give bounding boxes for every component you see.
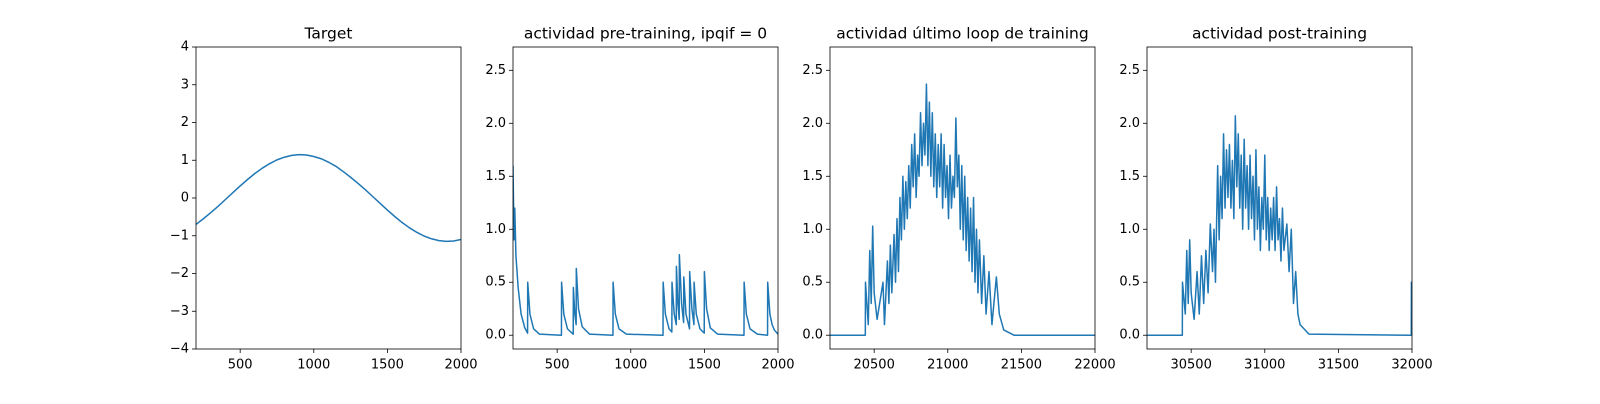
data-line xyxy=(1147,115,1412,336)
y-tick-label: 1.0 xyxy=(485,222,506,237)
y-tick-label: 4 xyxy=(181,40,189,55)
y-tick-label: 0.0 xyxy=(802,328,823,343)
x-tick-label: 21500 xyxy=(1001,358,1042,373)
y-tick-label: 0.0 xyxy=(485,328,506,343)
y-tick-label: 0.5 xyxy=(802,275,823,290)
chart-title: Target xyxy=(304,25,353,43)
x-tick-label: 2000 xyxy=(444,358,477,373)
axes-frame xyxy=(195,46,462,350)
x-tick-label: 1000 xyxy=(614,358,647,373)
axes-frame xyxy=(829,46,1096,350)
y-tick-label: 1.0 xyxy=(802,222,823,237)
x-tick-label: 31500 xyxy=(1318,358,1359,373)
x-tick-label: 20500 xyxy=(853,358,894,373)
x-tick-label: 1500 xyxy=(688,358,721,373)
data-line xyxy=(513,165,778,336)
chart-title: actividad post-training xyxy=(1192,25,1367,43)
x-tick-label: 2000 xyxy=(761,358,794,373)
y-tick-label: 0.5 xyxy=(1119,275,1140,290)
y-tick-label: 2.5 xyxy=(802,63,823,78)
y-tick-label: −2 xyxy=(170,266,189,281)
x-tick-label: 1500 xyxy=(371,358,404,373)
y-tick-label: 1.0 xyxy=(1119,222,1140,237)
y-tick-label: −1 xyxy=(170,228,189,243)
x-tick-label: 500 xyxy=(228,358,253,373)
x-tick-label: 21000 xyxy=(927,358,968,373)
y-tick-label: 2.0 xyxy=(802,116,823,131)
y-tick-label: 2.0 xyxy=(1119,116,1140,131)
y-tick-label: −3 xyxy=(170,304,189,319)
y-tick-label: 1.5 xyxy=(485,169,506,184)
x-tick-label: 22000 xyxy=(1074,358,1115,373)
chart-title: actividad pre-training, ipqif = 0 xyxy=(524,25,767,43)
x-tick-label: 30500 xyxy=(1170,358,1211,373)
y-tick-label: 0 xyxy=(181,191,189,206)
chart-title: actividad último loop de training xyxy=(836,25,1088,43)
x-tick-label: 32000 xyxy=(1391,358,1432,373)
x-tick-label: 31000 xyxy=(1244,358,1285,373)
x-tick-label: 1000 xyxy=(297,358,330,373)
y-tick-label: 0.5 xyxy=(485,275,506,290)
x-tick-label: 500 xyxy=(545,358,570,373)
y-tick-label: −4 xyxy=(170,342,189,357)
axes-frame xyxy=(1146,46,1413,350)
y-tick-label: 0.0 xyxy=(1119,328,1140,343)
y-tick-label: 1.5 xyxy=(1119,169,1140,184)
y-tick-label: 1.5 xyxy=(802,169,823,184)
data-line xyxy=(830,83,1095,336)
data-line xyxy=(196,153,461,243)
y-tick-label: 2.5 xyxy=(1119,63,1140,78)
y-tick-label: 1 xyxy=(181,153,189,168)
y-tick-label: 2 xyxy=(181,115,189,130)
y-tick-label: 2.5 xyxy=(485,63,506,78)
y-tick-label: 3 xyxy=(181,77,189,92)
y-tick-label: 2.0 xyxy=(485,116,506,131)
axes-frame xyxy=(512,46,779,350)
